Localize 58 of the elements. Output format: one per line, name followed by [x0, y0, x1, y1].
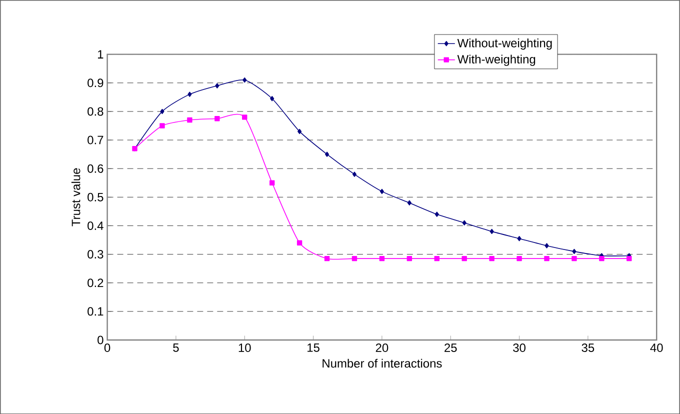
y-tick-label: 1 — [98, 50, 104, 58]
point — [270, 96, 274, 102]
x-tick-label: 35 — [582, 343, 594, 352]
point — [352, 172, 357, 177]
point — [626, 256, 632, 262]
point — [187, 117, 192, 122]
point — [160, 108, 164, 114]
point — [160, 123, 165, 128]
y-tick-label: 0.1 — [88, 307, 104, 316]
x-tick-label: 20 — [376, 343, 388, 352]
legend-label: Without-weighting — [457, 38, 552, 50]
point — [544, 256, 550, 262]
x-tick-label: 25 — [444, 343, 457, 352]
y-tick-label: 0.7 — [88, 136, 104, 144]
point — [516, 256, 522, 262]
y-tick-label: 0.3 — [88, 250, 104, 258]
point — [298, 128, 302, 134]
point — [242, 77, 247, 82]
point — [434, 212, 439, 217]
x-tick-label: 30 — [513, 343, 526, 352]
x-tick-label: 10 — [238, 343, 251, 352]
point — [489, 256, 494, 262]
point — [242, 114, 248, 120]
point — [269, 180, 275, 186]
point — [599, 256, 604, 262]
point — [324, 256, 330, 262]
y-tick-label: 0.6 — [88, 164, 104, 173]
point — [379, 256, 385, 262]
y-axis-title: Trust value — [71, 168, 80, 226]
y-tick-label: 0.2 — [88, 278, 104, 287]
point — [572, 256, 577, 262]
point — [380, 188, 384, 194]
point — [407, 200, 412, 206]
point — [188, 92, 192, 97]
point — [352, 256, 358, 262]
point — [434, 256, 440, 262]
x-tick-label: 40 — [650, 343, 663, 352]
y-tick-label: 0.5 — [88, 192, 104, 202]
x-tick-label: 0 — [104, 343, 110, 352]
point — [517, 236, 522, 242]
point — [572, 248, 576, 254]
point — [544, 242, 549, 248]
x-axis-title: Number of interactions — [322, 358, 442, 368]
legend-label: With-weighting — [457, 54, 536, 66]
y-tick-label: 0 — [98, 336, 104, 344]
x-tick-label: 5 — [173, 343, 179, 352]
point — [214, 116, 220, 122]
x-tick-label: 15 — [308, 343, 320, 352]
point — [462, 220, 466, 226]
point — [215, 83, 220, 88]
y-tick-label: 0.9 — [88, 78, 104, 87]
point — [462, 256, 467, 262]
point — [406, 256, 412, 262]
point — [324, 152, 330, 157]
point — [296, 240, 302, 246]
point — [490, 228, 494, 234]
y-tick-label: 0.8 — [88, 107, 104, 116]
y-tick-label: 0.4 — [88, 221, 104, 230]
